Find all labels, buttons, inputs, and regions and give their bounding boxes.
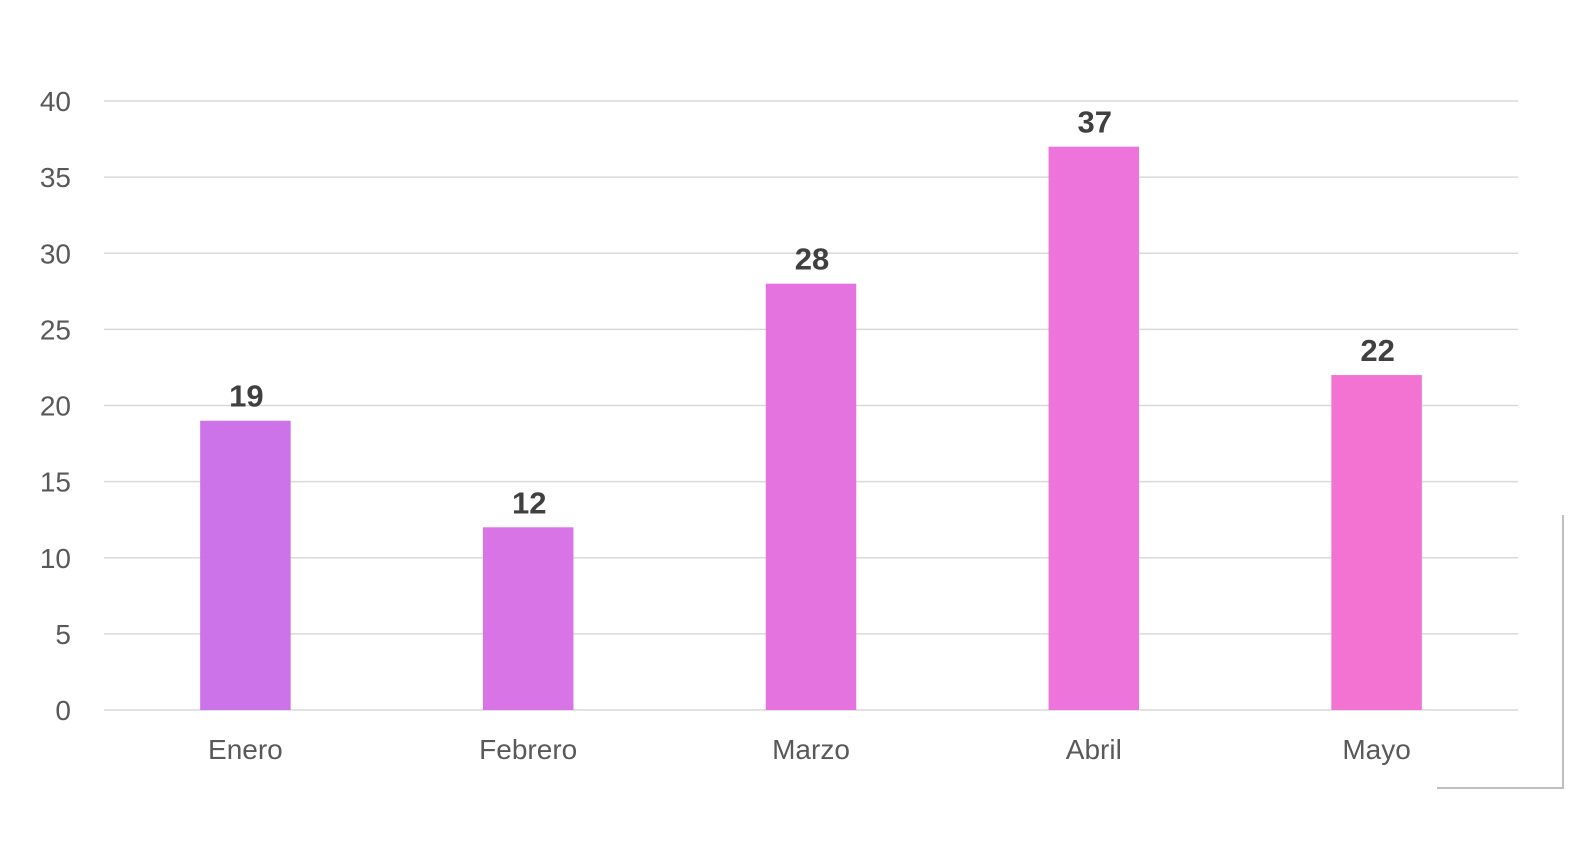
- y-tick-label: 10: [40, 543, 71, 574]
- y-tick-label: 0: [55, 695, 71, 726]
- y-tick-label: 25: [40, 314, 71, 345]
- x-category-label: Abril: [1066, 734, 1122, 765]
- x-category-label: Febrero: [479, 734, 577, 765]
- data-label: 19: [229, 379, 263, 414]
- bar: [1048, 146, 1140, 711]
- data-label: 22: [1360, 333, 1394, 368]
- y-tick-label: 5: [55, 619, 71, 650]
- x-category-label: Mayo: [1342, 734, 1410, 765]
- y-axis-ticks: 0 5 10 15 20 25 30 35 40: [40, 86, 71, 726]
- data-label: 12: [512, 485, 546, 520]
- y-tick-label: 35: [40, 162, 71, 193]
- bar: [765, 283, 857, 710]
- data-label: 28: [795, 242, 829, 277]
- bar: [1331, 375, 1422, 710]
- y-tick-label: 30: [40, 238, 71, 269]
- y-tick-label: 15: [40, 467, 71, 498]
- bar: [200, 420, 291, 710]
- x-category-label: Enero: [208, 734, 283, 765]
- y-tick-label: 40: [40, 86, 71, 117]
- data-labels: 19 12 28 37 22: [229, 105, 1395, 521]
- bars: [200, 146, 1422, 711]
- data-label: 37: [1078, 105, 1112, 140]
- bar: [482, 527, 574, 710]
- frame-corner-decoration: [1437, 515, 1564, 789]
- y-tick-label: 20: [40, 391, 71, 422]
- x-category-label: Marzo: [772, 734, 850, 765]
- x-axis-labels: Enero Febrero Marzo Abril Mayo: [208, 734, 1411, 765]
